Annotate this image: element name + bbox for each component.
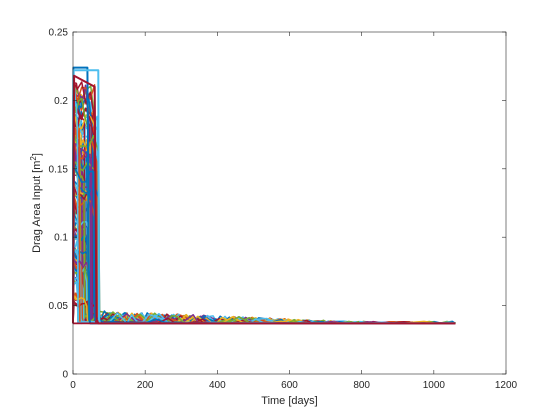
- x-tick-label: 800: [353, 380, 370, 391]
- y-tick-label: 0: [62, 370, 68, 381]
- x-tick-label: 0: [70, 380, 76, 391]
- x-tick-label: 400: [209, 380, 226, 391]
- y-tick-label: 0.1: [54, 233, 68, 244]
- x-axis-label: Time [days]: [261, 395, 317, 407]
- x-tick-label: 200: [137, 380, 154, 391]
- y-axis: 0 0.05 0.1 0.15 0.2 0.25: [49, 28, 506, 381]
- x-axis: 0 200 400 600 800 1000 1200: [70, 32, 518, 391]
- x-tick-label: 1000: [423, 380, 446, 391]
- y-tick-label: 0.15: [49, 164, 69, 175]
- y-tick-label: 0.2: [54, 96, 68, 107]
- x-tick-label: 600: [281, 380, 298, 391]
- x-tick-label: 1200: [495, 380, 518, 391]
- y-axis-label-main: Drag Area Input [m: [31, 161, 43, 253]
- y-axis-label-superscript: 2: [29, 156, 38, 161]
- y-axis-label: Drag Area Input [m2]: [29, 153, 44, 253]
- y-axis-label-close: ]: [31, 153, 43, 156]
- plot-area: [72, 66, 457, 325]
- y-tick-label: 0.05: [49, 301, 69, 312]
- y-tick-label: 0.25: [49, 28, 69, 39]
